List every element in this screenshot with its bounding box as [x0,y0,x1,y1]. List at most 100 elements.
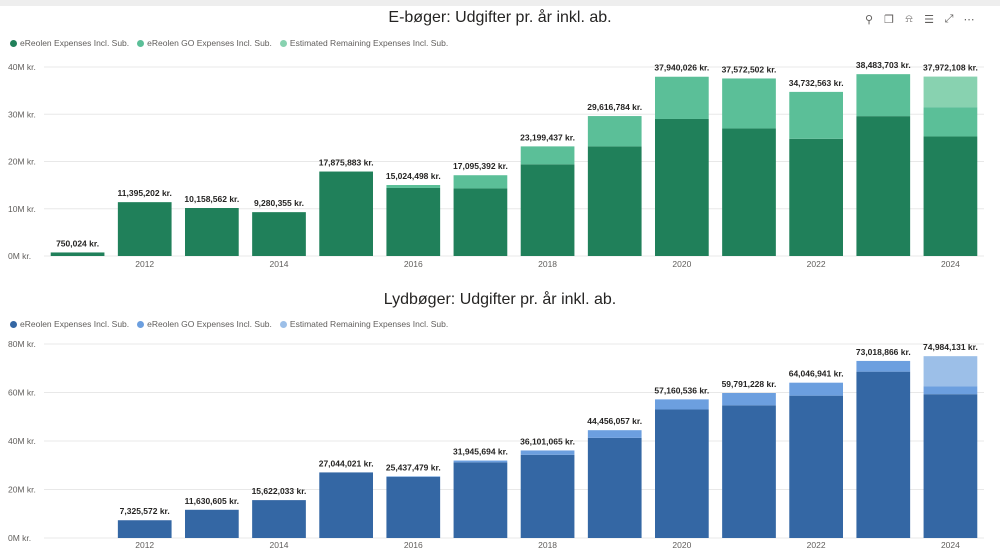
data-label: 59,791,228 kr. [722,379,777,389]
bar-segment[interactable] [117,202,172,256]
y-tick-label: 20M kr. [8,485,36,495]
bar-segment[interactable] [722,393,776,406]
bar-segment[interactable] [722,405,776,538]
ebooks-chart-panel: E-bøger: Udgifter pr. år inkl. ab. eReol… [10,9,612,48]
bar-segment[interactable] [453,175,508,189]
bar-segment[interactable] [789,395,843,538]
bar-segment[interactable] [386,185,441,188]
bar-segment[interactable] [923,356,978,387]
bar-segment[interactable] [923,394,978,538]
data-label: 17,095,392 kr. [453,161,508,171]
bar-segment[interactable] [50,252,105,256]
bar-segment[interactable] [453,188,508,256]
bar-segment[interactable] [923,76,978,108]
bar-segment[interactable] [453,462,508,538]
data-label: 37,940,026 kr. [654,63,709,73]
x-tick-label: 2020 [672,540,691,550]
y-tick-label: 40M kr. [8,436,36,446]
bar-segment[interactable] [587,116,642,147]
data-label: 74,984,131 kr. [923,342,978,352]
bar-segment[interactable] [789,382,843,396]
bar-segment[interactable] [386,187,441,256]
y-tick-label: 30M kr. [8,109,36,119]
bar-segment[interactable] [655,399,709,410]
more-icon[interactable]: ⋯ [963,13,975,26]
bar-segment[interactable] [722,78,776,129]
data-label: 15,622,033 kr. [252,486,307,496]
bar-segment[interactable] [520,164,575,256]
legend-marker [137,39,145,47]
bar-segment[interactable] [655,118,709,256]
bar-segment[interactable] [252,212,306,256]
legend-item[interactable]: eReolen GO Expenses Incl. Sub. [137,38,272,48]
legend-marker [10,320,17,328]
bar-segment[interactable] [722,128,776,256]
legend-marker [137,320,145,328]
bar-segment[interactable] [520,146,575,165]
bar-segment[interactable] [655,409,709,538]
data-label: 7,325,572 kr. [120,506,170,516]
legend-item[interactable]: Estimated Remaining Expenses Incl. Sub. [279,319,448,329]
x-tick-label: 2022 [807,259,826,269]
chart-title: Lydbøger: Udgifter pr. år inkl. ab. [383,291,617,308]
x-tick-label: 2018 [538,259,557,269]
legend-item[interactable]: eReolen GO Expenses Incl. Sub. [137,319,272,329]
data-label: 27,044,021 kr. [319,458,374,468]
legend-item[interactable]: eReolen Expenses Incl. Sub. [10,38,129,48]
bar-segment[interactable] [319,171,373,256]
y-tick-label: 20M kr. [8,157,36,167]
bar-segment[interactable] [789,138,843,256]
legend-label: eReolen Expenses Incl. Sub. [20,319,130,329]
ebooks-bar-chart: 0M kr. 10M kr. 20M kr. 30M kr. 40M kr. 750,02… [8,60,984,269]
bar-segment[interactable] [319,472,373,538]
bar-segment[interactable] [386,476,441,477]
bar-segment[interactable] [117,520,172,538]
data-label: 25,437,479 kr. [386,462,441,472]
bar-segment[interactable] [185,509,239,538]
bar-segment[interactable] [856,371,911,538]
bar-segment[interactable] [185,208,239,256]
bar-segment[interactable] [252,500,306,538]
visual-toolbar: ⚲ ❐ ⍾ ☰ ⤢ ⋯ [860,11,978,27]
top-strip [0,0,1000,6]
data-label: 11,630,605 kr. [185,496,239,506]
bar-segment[interactable] [587,146,642,256]
bell-icon[interactable]: ⍾ [905,12,913,25]
data-label: 64,046,941 kr. [789,369,844,379]
x-tick-label: 2012 [135,540,154,550]
y-tick-label: 60M kr. [8,388,36,398]
data-label: 34,732,563 kr. [789,78,844,88]
chart-title: E-bøger: Udgifter pr. år inkl. ab. [388,9,612,26]
legend-item[interactable]: eReolen Expenses Incl. Sub. [10,319,129,329]
data-label: 10,158,562 kr. [184,194,239,204]
bar-segment[interactable] [386,476,441,538]
bar-segment[interactable] [856,74,911,117]
expand-icon[interactable]: ⤢ [944,12,954,25]
data-label: 36,101,065 kr. [520,436,575,446]
bar-segment[interactable] [587,437,642,538]
bar-segment[interactable] [587,430,642,438]
data-label: 44,456,057 kr. [587,416,642,426]
legend-marker [279,39,287,47]
bar-segment[interactable] [923,386,978,395]
legend-item[interactable]: Estimated Remaining Expenses Incl. Sub. [279,38,448,48]
x-tick-label: 2020 [672,259,691,269]
bar-segment[interactable] [453,460,508,463]
data-label: 31,945,694 kr. [453,447,508,457]
audiobooks-bar-chart: 0M kr. 20M kr. 40M kr. 60M kr. 80M kr. 7,325,… [8,339,984,550]
bar-segment[interactable] [856,116,911,256]
copy-icon[interactable]: ❐ [884,13,894,26]
bar-segment[interactable] [923,107,978,137]
bar-segment[interactable] [520,454,575,538]
bar-segment[interactable] [655,76,709,119]
data-label: 73,018,866 kr. [856,347,911,357]
filter-icon[interactable]: ☰ [924,13,934,26]
bar-segment[interactable] [856,360,911,372]
data-label: 17,875,883 kr. [319,158,374,168]
bar-segment[interactable] [520,450,575,455]
y-tick-label: 0M kr. [8,533,31,543]
bar-segment[interactable] [789,91,843,139]
bar-segment[interactable] [923,136,978,256]
chart-legend: eReolen Expenses Incl. Sub. eReolen GO Ex… [10,38,448,48]
pin-icon[interactable]: ⚲ [864,13,874,26]
